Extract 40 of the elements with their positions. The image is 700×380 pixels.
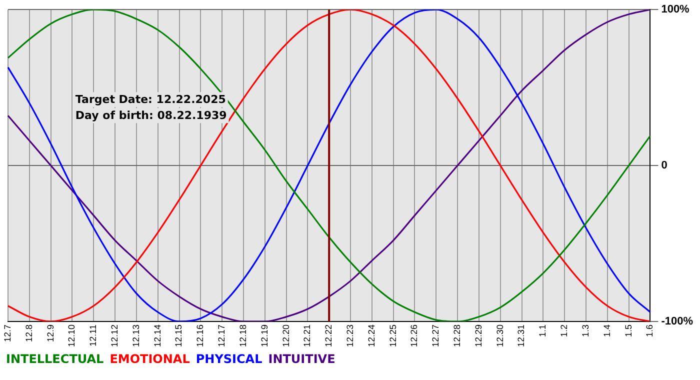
y-tick-label: -100% (661, 316, 694, 328)
x-tick-label: 12.8 (24, 324, 34, 342)
x-tick-label: 12.25 (388, 324, 398, 348)
x-tick-label: 12.19 (259, 324, 270, 348)
x-tick-label: 12.10 (66, 324, 77, 348)
x-tick-label: 12.21 (302, 324, 312, 348)
x-tick-label: 12.29 (473, 324, 484, 348)
x-tick-label: 1.5 (623, 324, 634, 337)
x-tick-label: 12.9 (45, 324, 56, 342)
x-tick-label: 12.30 (494, 324, 505, 348)
x-tick-label: 1.6 (644, 324, 655, 337)
x-tick-label: 12.15 (174, 324, 184, 348)
x-tick-label: 12.17 (216, 324, 227, 348)
x-tick-label: 12.31 (516, 324, 526, 348)
x-tick-label: 12.12 (110, 324, 120, 348)
x-tick-label: 12.11 (88, 324, 98, 346)
x-tick-label: 12.27 (430, 324, 441, 348)
y-tick-label: 0 (661, 160, 668, 172)
x-tick-label: 1.4 (602, 324, 612, 337)
x-tick-label: 12.22 (324, 324, 334, 348)
x-tick-label: 12.13 (130, 324, 141, 348)
x-tick-label: 12.24 (366, 324, 376, 348)
x-tick-label: 12.18 (238, 324, 248, 348)
annotation: Target Date: 12.22.2025 (75, 93, 226, 106)
y-tick-label: 100% (661, 4, 690, 16)
text: INTUITIVE (268, 352, 336, 366)
x-tick-label: 12.26 (409, 324, 420, 348)
x-tick-label: 12.16 (195, 324, 206, 348)
annotation: Day of birth: 08.22.1939 (75, 109, 227, 122)
x-tick-label: 12.14 (152, 324, 162, 348)
x-tick-label: 1.1 (538, 324, 548, 337)
x-tick-label: 1.3 (580, 324, 590, 337)
x-tick-label: 12.23 (344, 324, 355, 348)
text: INTELLECTUAL (6, 352, 104, 366)
x-tick-label: 12.20 (280, 324, 291, 348)
text: PHYSICAL (196, 352, 262, 366)
x-tick-label: 12.28 (452, 324, 462, 348)
x-tick-label: 1.2 (559, 324, 570, 337)
x-tick-label: 12.7 (2, 324, 12, 342)
text: EMOTIONAL (110, 352, 190, 366)
